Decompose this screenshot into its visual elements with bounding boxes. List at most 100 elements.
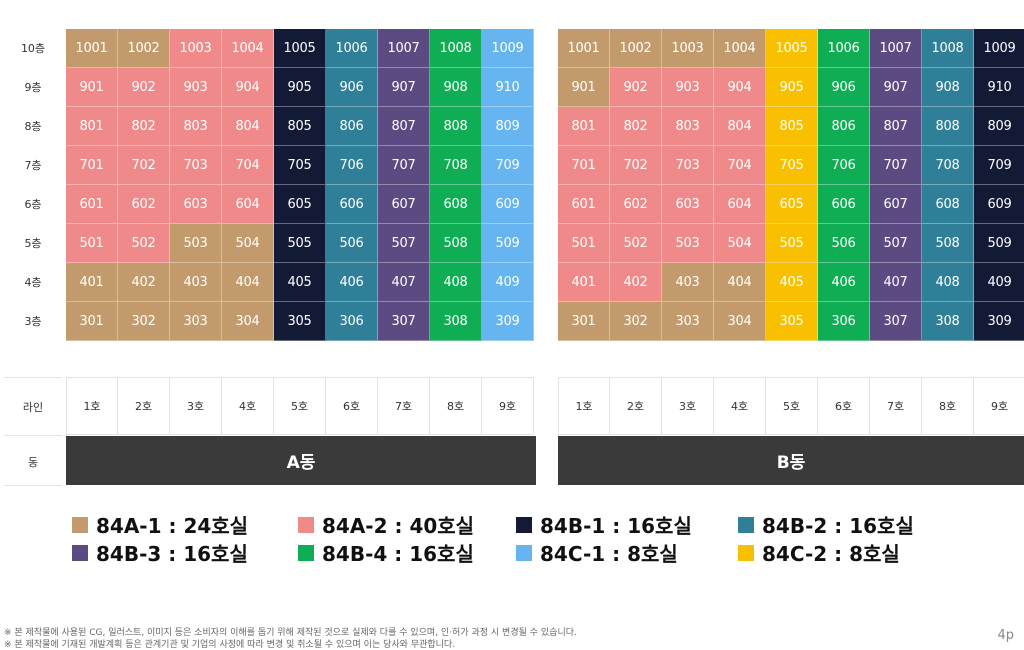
legend-swatch (298, 516, 314, 533)
unit-cell: 309 (974, 302, 1024, 341)
unit-cell: 403 (170, 263, 222, 302)
unit-cell: 803 (662, 107, 714, 146)
unit-cell: 305 (766, 302, 818, 341)
line-cell: 4호 (714, 377, 766, 435)
unit-cell: 605 (274, 185, 326, 224)
unit-cell: 501 (558, 224, 610, 263)
unit-cell: 507 (870, 224, 922, 263)
unit-cell: 704 (222, 146, 274, 185)
unit-cell: 401 (558, 263, 610, 302)
divider (4, 435, 62, 436)
unit-cell: 807 (870, 107, 922, 146)
legend-item: 84B-4 : 16호실 (298, 538, 474, 567)
legend-item: 84A-1 : 24호실 (72, 510, 248, 539)
unit-cell: 404 (222, 263, 274, 302)
unit-cell: 1006 (326, 29, 378, 68)
disclaimer-note-2: ※ 본 제작물에 기재된 개발계획 등은 관계기관 및 기업의 사정에 따라 변… (4, 640, 456, 650)
unit-cell: 701 (66, 146, 118, 185)
unit-cell: 603 (170, 185, 222, 224)
unit-cell: 1001 (558, 29, 610, 68)
unit-cell: 406 (818, 263, 870, 302)
line-cell: 2호 (610, 377, 662, 435)
unit-cell: 703 (662, 146, 714, 185)
unit-cell: 308 (922, 302, 974, 341)
legend-item: 84C-2 : 8호실 (738, 538, 900, 567)
building-b-unit-grid: 1001 1002 1003 1004 1005 1006 1007 1008 1009 901 9… (558, 29, 1024, 341)
legend-swatch (516, 516, 532, 533)
disclaimer-note-1: ※ 본 제작물에 사용된 CG, 일러스트, 이미지 등은 소비자의 이해를 돕… (4, 628, 577, 638)
unit-cell: 709 (974, 146, 1024, 185)
unit-cell: 703 (170, 146, 222, 185)
legend-swatch (516, 544, 532, 561)
unit-cell: 905 (274, 68, 326, 107)
unit-cell: 503 (170, 224, 222, 263)
unit-cell: 1005 (274, 29, 326, 68)
unit-cell: 304 (714, 302, 766, 341)
unit-cell: 702 (118, 146, 170, 185)
unit-cell: 906 (818, 68, 870, 107)
unit-cell: 701 (558, 146, 610, 185)
unit-cell: 407 (870, 263, 922, 302)
unit-cell: 1002 (118, 29, 170, 68)
legend-swatch (72, 516, 88, 533)
unit-cell: 405 (274, 263, 326, 302)
unit-cell: 506 (818, 224, 870, 263)
unit-cell: 1001 (66, 29, 118, 68)
unit-cell: 601 (66, 185, 118, 224)
unit-cell: 902 (610, 68, 662, 107)
unit-cell: 904 (222, 68, 274, 107)
unit-cell: 706 (818, 146, 870, 185)
unit-cell: 301 (66, 302, 118, 341)
unit-cell: 808 (922, 107, 974, 146)
unit-cell: 408 (430, 263, 482, 302)
floor-label: 9층 (24, 81, 42, 94)
unit-cell: 301 (558, 302, 610, 341)
unit-cell: 307 (870, 302, 922, 341)
building-a-label: A동 (66, 436, 536, 485)
unit-cell: 702 (610, 146, 662, 185)
dong-label: 동 (27, 456, 39, 469)
line-cell: 9호 (974, 377, 1024, 435)
unit-cell: 609 (482, 185, 534, 224)
unit-cell: 605 (766, 185, 818, 224)
legend-label: 84B-2 : 16호실 (762, 514, 914, 538)
unit-cell: 1002 (610, 29, 662, 68)
line-cell: 3호 (662, 377, 714, 435)
building-a-unit-grid: 1001 1002 1003 1004 1005 1006 1007 1008 1009 901 9… (66, 29, 534, 341)
unit-cell: 801 (66, 107, 118, 146)
legend-label: 84B-4 : 16호실 (322, 542, 474, 566)
unit-cell: 504 (222, 224, 274, 263)
legend-swatch (298, 544, 314, 561)
unit-cell: 505 (766, 224, 818, 263)
unit-cell: 806 (326, 107, 378, 146)
unit-cell: 905 (766, 68, 818, 107)
legend-label: 84C-2 : 8호실 (762, 542, 900, 566)
unit-cell: 903 (170, 68, 222, 107)
legend-label: 84A-1 : 24호실 (96, 514, 249, 538)
unit-cell: 606 (818, 185, 870, 224)
unit-cell: 902 (118, 68, 170, 107)
unit-cell: 505 (274, 224, 326, 263)
unit-cell: 504 (714, 224, 766, 263)
unit-cell: 1008 (922, 29, 974, 68)
floor-label: 8층 (24, 120, 42, 133)
unit-cell: 404 (714, 263, 766, 302)
unit-cell: 802 (610, 107, 662, 146)
unit-cell: 306 (818, 302, 870, 341)
unit-cell: 707 (870, 146, 922, 185)
line-cell: 9호 (482, 377, 534, 435)
unit-cell: 704 (714, 146, 766, 185)
unit-cell: 604 (222, 185, 274, 224)
unit-cell: 804 (222, 107, 274, 146)
line-cell: 1호 (558, 377, 610, 435)
line-cell: 8호 (922, 377, 974, 435)
legend-item: 84B-1 : 16호실 (516, 510, 692, 539)
unit-cell: 802 (118, 107, 170, 146)
unit-cell: 606 (326, 185, 378, 224)
unit-cell: 303 (170, 302, 222, 341)
legend-item: 84B-3 : 16호실 (72, 538, 248, 567)
unit-cell: 1004 (222, 29, 274, 68)
unit-cell: 602 (610, 185, 662, 224)
unit-cell: 1006 (818, 29, 870, 68)
unit-cell: 406 (326, 263, 378, 302)
